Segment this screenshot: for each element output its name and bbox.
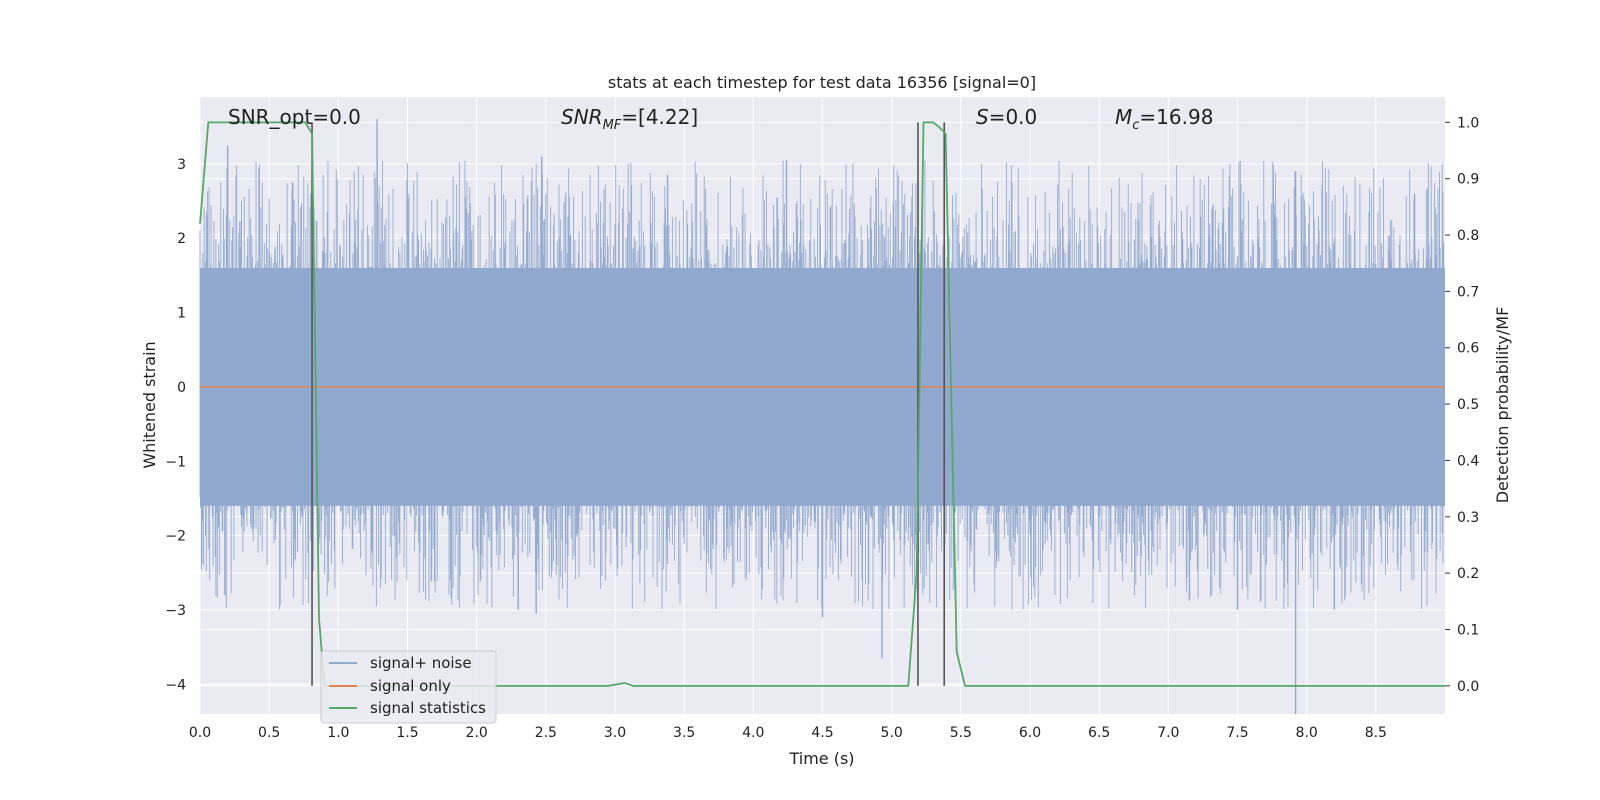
y-tick-label: −1 — [165, 454, 186, 470]
x-tick-label: 5.5 — [950, 725, 972, 741]
annotation-s-rest: =0.0 — [989, 105, 1038, 129]
legend-label-signal-only: signal only — [370, 677, 451, 695]
annotation-snr-mf-sub: MF — [603, 118, 622, 133]
y-tick-label: 3 — [177, 157, 186, 173]
annotation-snr-mf-main: SNR — [561, 105, 603, 129]
x-tick-label: 7.0 — [1157, 725, 1179, 741]
x-tick-label: 4.5 — [811, 725, 833, 741]
legend-label-signal-noise: signal+ noise — [370, 654, 472, 672]
y-tick-label-right: 0.5 — [1457, 397, 1479, 413]
y-tick-label: −2 — [165, 529, 186, 545]
x-tick-label: 0.0 — [189, 725, 211, 741]
annotation-s-main: S — [976, 105, 989, 129]
vertical-markers — [311, 122, 946, 686]
y-tick-label: 1 — [177, 306, 186, 322]
annotation-mc-rest: =16.98 — [1139, 105, 1213, 129]
y-tick-label-right: 1.0 — [1457, 115, 1479, 131]
signal-statistics-line — [199, 121, 1445, 687]
y-tick-label-right: 0.1 — [1457, 622, 1479, 638]
legend: signal+ noise signal only signal statist… — [320, 650, 497, 724]
annotation-mc: Mc=16.98 — [1115, 105, 1213, 133]
y-tick-label-right: 0.8 — [1457, 228, 1479, 244]
x-tick-label: 3.5 — [673, 725, 695, 741]
x-tick-label: 7.5 — [1226, 725, 1248, 741]
annotation-snr-opt: SNR_opt=0.0 — [228, 105, 361, 129]
x-tick-label: 6.0 — [1019, 725, 1041, 741]
x-tick-label: 2.5 — [535, 725, 557, 741]
y-tick-label-right: 0.0 — [1457, 679, 1479, 695]
y-tick-label: −4 — [165, 677, 186, 693]
y-tick-label-right: 0.3 — [1457, 510, 1479, 526]
legend-label-signal-statistics: signal statistics — [370, 699, 486, 717]
x-tick-label: 1.5 — [396, 725, 418, 741]
annotation-s: S=0.0 — [976, 105, 1037, 129]
annotation-snr-mf-rest: =[4.22] — [621, 105, 698, 129]
y-axis-label: Whitened strain — [140, 341, 159, 468]
x-tick-label: 1.0 — [327, 725, 349, 741]
annotation-snr-mf: SNRMF=[4.22] — [561, 105, 698, 133]
y-tick-label-right: 0.2 — [1457, 566, 1479, 582]
y-axis-label-right: Detection probability/MF — [1493, 307, 1512, 504]
y-tick-label: 2 — [177, 231, 186, 247]
x-tick-label: 4.0 — [742, 725, 764, 741]
x-tick-label: 3.0 — [604, 725, 626, 741]
y-tick-label-right: 0.6 — [1457, 341, 1479, 357]
x-axis-label: Time (s) — [788, 749, 854, 768]
legend-box — [320, 650, 497, 724]
series-signal-statistics — [199, 121, 1445, 687]
axis-ticks: 0.0 0.5 1.0 1.5 2.0 2.5 3.0 3.5 4.0 4.5 5.0 5.5 6.0 6… — [165, 115, 1479, 741]
x-tick-label: 0.5 — [258, 725, 280, 741]
x-tick-label: 5.0 — [881, 725, 903, 741]
y-tick-label: 0 — [177, 380, 186, 396]
x-tick-label: 6.5 — [1088, 725, 1110, 741]
y-tick-label-right: 0.9 — [1457, 172, 1479, 188]
y-tick-label-right: 0.4 — [1457, 453, 1479, 469]
x-tick-label: 8.5 — [1365, 725, 1387, 741]
chart-title: stats at each timestep for test data 163… — [608, 73, 1036, 92]
x-tick-label: 2.0 — [466, 725, 488, 741]
y-tick-label: −3 — [165, 603, 186, 619]
y-tick-label-right: 0.7 — [1457, 284, 1479, 300]
annotation-mc-main: M — [1115, 105, 1132, 129]
x-tick-label: 8.0 — [1296, 725, 1318, 741]
annotation-mc-sub: c — [1132, 118, 1139, 133]
